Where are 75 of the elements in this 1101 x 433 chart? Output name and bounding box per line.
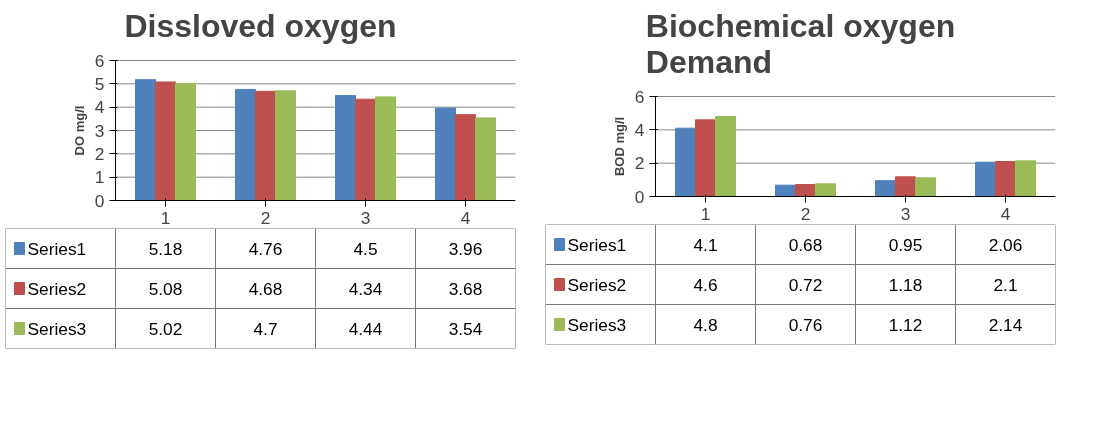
data-label: 4.76 (248, 238, 283, 259)
x-tick-label: 2 (800, 203, 811, 224)
bar (815, 183, 836, 197)
x-tick-label: 4 (1000, 203, 1011, 224)
y-axis-title: DO mg/l (71, 105, 87, 156)
legend-label: Series1 (567, 234, 627, 255)
bar (915, 177, 936, 197)
x-tick-label: 1 (700, 203, 711, 224)
data-label: 5.18 (148, 238, 183, 259)
data-label: 4.1 (693, 234, 718, 255)
x-tick-label: 1 (160, 207, 171, 228)
data-label: 0.95 (888, 234, 923, 255)
data-label: 2.06 (988, 234, 1023, 255)
y-tick-label: 4 (94, 97, 105, 118)
data-label: 3.54 (448, 318, 483, 339)
x-tick-label: 3 (900, 203, 911, 224)
bar (275, 90, 296, 201)
legend-label: Series3 (27, 318, 87, 339)
y-tick-label: 6 (94, 50, 105, 71)
data-label: 4.34 (348, 278, 383, 299)
data-label: 0.72 (788, 274, 823, 295)
y-tick-label: 4 (634, 119, 645, 140)
data-label: 4.44 (348, 318, 383, 339)
data-label: 2.14 (988, 314, 1023, 335)
legend-label: Series2 (567, 274, 627, 295)
data-label: 4.68 (248, 278, 283, 299)
x-tick-label: 3 (360, 207, 371, 228)
legend-label: Series3 (567, 314, 627, 335)
y-tick-label: 2 (94, 143, 105, 164)
bar (875, 180, 896, 197)
y-tick-label: 5 (94, 73, 105, 94)
bar (175, 82, 196, 201)
chart-title: Dissloved oxygen (124, 7, 397, 44)
y-axis-title: BOD mg/l (611, 116, 627, 177)
bar (475, 117, 496, 201)
bar (675, 127, 696, 197)
data-label: 4.7 (253, 318, 278, 339)
data-label: 4.5 (353, 238, 378, 259)
legend-label: Series1 (27, 238, 87, 259)
y-tick-label: 0 (634, 186, 645, 207)
bar (995, 161, 1016, 197)
bar (135, 79, 156, 201)
bar (895, 176, 916, 197)
bar (435, 107, 456, 201)
bar (355, 98, 376, 201)
y-tick-label: 1 (94, 167, 105, 188)
data-label: 1.12 (888, 314, 923, 335)
bar (375, 96, 396, 201)
data-label: 4.8 (693, 314, 718, 335)
data-label: 3.96 (448, 238, 483, 259)
bar (335, 95, 356, 201)
data-label: 5.08 (148, 278, 183, 299)
bar (235, 88, 256, 201)
bar (455, 114, 476, 201)
bar (715, 116, 736, 197)
chart-title: Biochemical oxygen Demand (645, 7, 956, 80)
data-label: 3.68 (448, 278, 483, 299)
data-label: 4.6 (693, 274, 718, 295)
data-label: 1.18 (888, 274, 923, 295)
data-label: 2.1 (993, 274, 1018, 295)
data-label: 0.68 (788, 234, 823, 255)
bar (695, 119, 716, 197)
y-tick-label: 2 (634, 153, 645, 174)
legend-label: Series2 (27, 278, 87, 299)
bar (1015, 160, 1036, 197)
y-tick-label: 6 (634, 86, 645, 107)
x-tick-label: 4 (460, 207, 471, 228)
bar (155, 81, 176, 201)
bar (255, 90, 276, 201)
x-tick-label: 2 (260, 207, 271, 228)
y-tick-label: 3 (94, 120, 105, 141)
data-label: 0.76 (788, 314, 823, 335)
y-tick-label: 0 (94, 190, 105, 211)
bar (975, 161, 996, 197)
data-label: 5.02 (148, 318, 183, 339)
